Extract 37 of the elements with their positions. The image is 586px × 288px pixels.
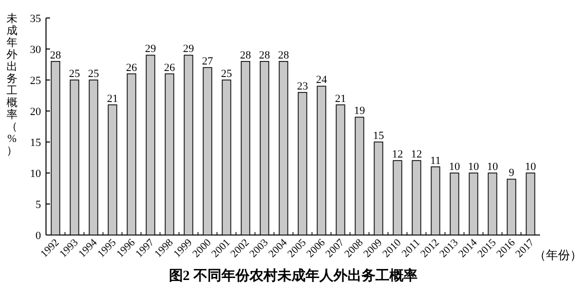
y-tick-label: 25 bbox=[30, 75, 42, 87]
data-label: 21 bbox=[107, 92, 118, 105]
data-label: 23 bbox=[297, 80, 308, 92]
y-tick-label: 20 bbox=[30, 106, 42, 118]
data-label: 10 bbox=[525, 161, 536, 173]
text: 未成年外出务工概率（%） bbox=[6, 13, 18, 157]
data-label: 28 bbox=[240, 49, 252, 62]
data-label: 29 bbox=[183, 43, 194, 56]
data-label: 12 bbox=[411, 148, 422, 161]
text: 图2 不同年份农村未成年人外出务工概率 bbox=[168, 267, 418, 284]
data-label: 25 bbox=[69, 68, 80, 80]
data-label: 28 bbox=[259, 49, 270, 62]
data-label: 28 bbox=[50, 49, 62, 62]
y-tick-label: 10 bbox=[30, 168, 42, 180]
data-label: 10 bbox=[449, 161, 460, 173]
data-label: 27 bbox=[202, 56, 214, 68]
y-tick-label: 0 bbox=[36, 230, 42, 242]
data-label: 12 bbox=[392, 148, 403, 161]
data-label: 26 bbox=[126, 62, 138, 74]
data-label: 10 bbox=[468, 161, 480, 173]
data-label: 9 bbox=[508, 167, 515, 180]
data-label: 19 bbox=[354, 105, 366, 118]
data-label: 26 bbox=[164, 62, 176, 74]
data-label: 21 bbox=[335, 92, 346, 105]
data-label: 25 bbox=[221, 68, 232, 80]
data-label: 15 bbox=[373, 130, 384, 142]
y-tick-label: 30 bbox=[30, 44, 42, 56]
data-label: 25 bbox=[88, 68, 100, 80]
y-tick-label: 35 bbox=[30, 13, 42, 25]
x-axis-title: （年份） bbox=[534, 248, 582, 262]
y-tick-label: 15 bbox=[30, 137, 42, 149]
data-label: 24 bbox=[316, 74, 328, 86]
data-label: 11 bbox=[430, 154, 441, 167]
data-label: 29 bbox=[145, 43, 156, 56]
y-tick-label: 5 bbox=[36, 199, 42, 211]
data-label: 10 bbox=[487, 161, 498, 173]
data-label: 28 bbox=[278, 49, 290, 62]
